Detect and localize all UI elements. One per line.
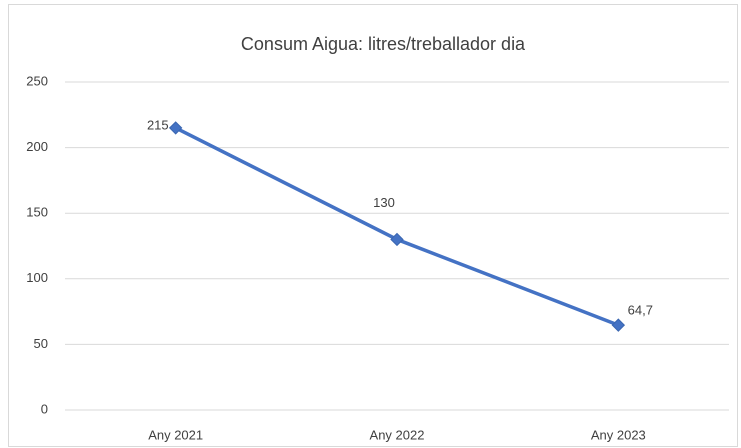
y-tick-label: 0: [41, 401, 48, 416]
y-tick-label: 100: [26, 270, 48, 285]
marker: [611, 318, 626, 332]
y-tick-label: 250: [26, 73, 48, 88]
x-tick-label: Any 2023: [591, 427, 646, 442]
y-tick-label: 150: [26, 205, 48, 220]
data-label: 130: [373, 195, 395, 210]
data-label: 64,7: [628, 303, 653, 318]
y-tick-label: 50: [34, 336, 48, 351]
marker: [390, 232, 404, 247]
chart-title: Consum Aigua: litres/treballador dia: [241, 34, 526, 54]
x-tick-label: Any 2022: [370, 427, 425, 442]
data-label: 215: [147, 117, 169, 132]
marker: [168, 121, 183, 135]
y-tick-label: 200: [26, 139, 48, 154]
x-tick-label: Any 2021: [148, 427, 203, 442]
